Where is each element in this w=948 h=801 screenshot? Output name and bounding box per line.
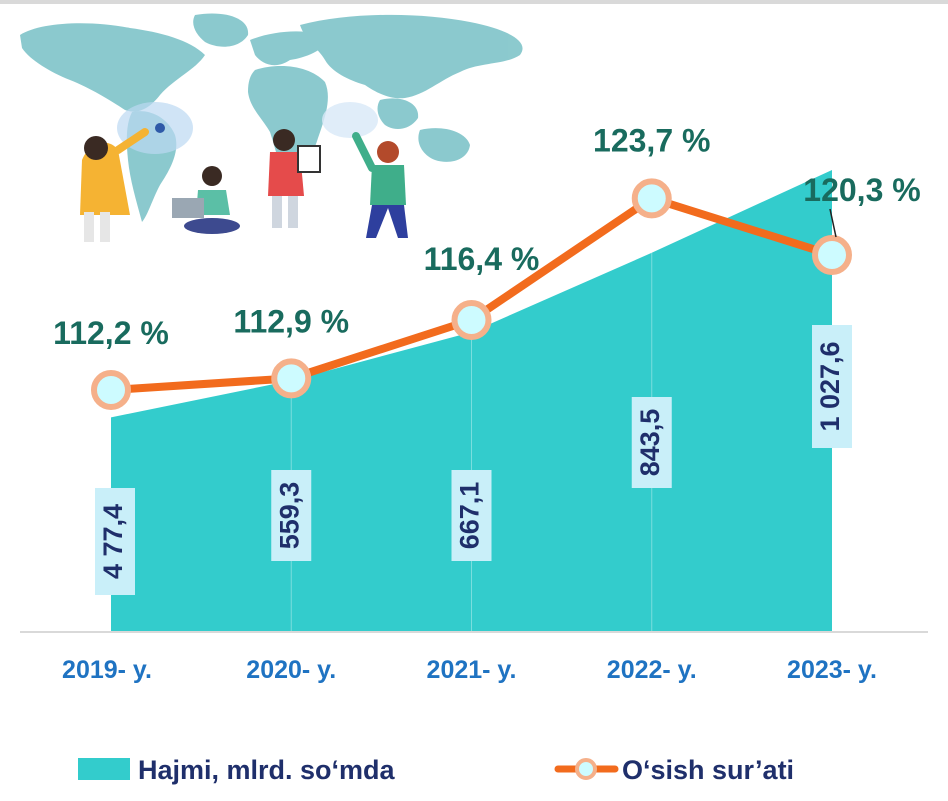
label-leader-line [829, 208, 837, 238]
area-value-text: 559,3 [274, 482, 304, 550]
top-border [0, 0, 948, 4]
legend-line-marker [575, 758, 597, 780]
area-value-label-bg [451, 470, 492, 561]
legend-area-swatch [78, 758, 130, 780]
area-value-label-bg [271, 470, 312, 561]
world-map-people-illustration [20, 13, 523, 242]
x-axis-ticks: 2019- y. 2020- y. 2021- y. 2022- y. 2023- y. [62, 656, 877, 684]
line-value-label: 123,7 % [593, 122, 710, 158]
line-marker [631, 178, 672, 219]
area-value-label: 1 027,6 [812, 325, 852, 448]
legend-line-label: O‘sish sur’ati [622, 755, 794, 785]
data-labels: 4 77,4 559,3 667,1 843,5 1 027,6 112,2 % 112,9… [53, 122, 921, 595]
x-tick-label: 2020- y. [246, 656, 336, 684]
line-marker [812, 235, 852, 275]
line-series [91, 178, 852, 410]
line-value-label: 120,3 % [803, 172, 920, 208]
area-value-text: 843,5 [635, 409, 665, 477]
person-yellow [80, 128, 149, 242]
area-value-label: 4 77,4 [95, 488, 135, 595]
person-tablet [268, 129, 321, 228]
area-value-text: 4 77,4 [98, 504, 128, 579]
legend-area-label: Hajmi, mlrd. so‘mda [138, 755, 396, 785]
line-marker [91, 370, 131, 410]
line-value-label: 112,2 % [53, 315, 169, 351]
area-value-label: 843,5 [631, 397, 672, 488]
x-tick-label: 2022- y. [607, 656, 697, 684]
person-laptop [172, 166, 240, 234]
area-value-label-bg [631, 397, 672, 488]
x-tick-label: 2019- y. [62, 656, 152, 684]
line-value-label: 112,9 % [233, 303, 349, 339]
area-value-label: 559,3 [271, 470, 312, 561]
x-tick-label: 2023- y. [787, 656, 877, 684]
person-green [352, 132, 408, 238]
line-marker [271, 358, 312, 399]
area-value-text: 667,1 [455, 482, 485, 550]
line-marker [451, 300, 492, 340]
area-value-label: 667,1 [451, 470, 492, 561]
area-value-label-bg [95, 488, 135, 595]
line-value-label: 116,4 % [424, 241, 540, 277]
legend: Hajmi, mlrd. so‘mda O‘sish sur’ati [78, 755, 794, 785]
area-series [111, 170, 832, 632]
x-tick-label: 2021- y. [427, 656, 517, 684]
area-value-label-bg [812, 325, 852, 448]
area-value-text: 1 027,6 [815, 341, 845, 431]
